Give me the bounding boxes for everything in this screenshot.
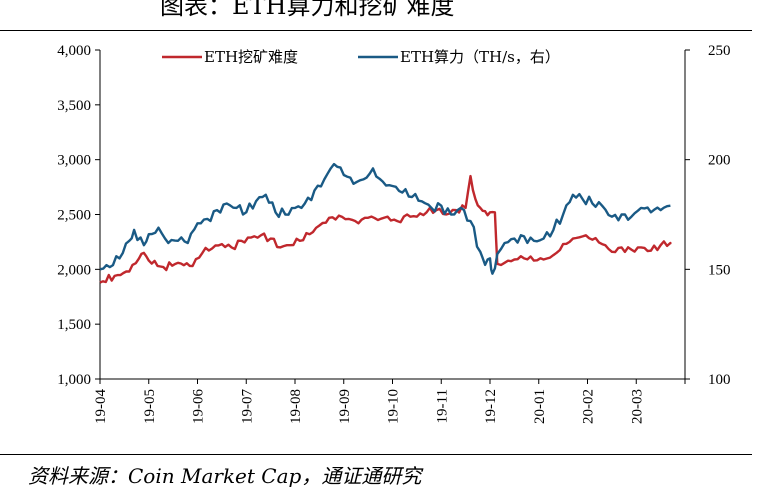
left-tick-label: 2,000 <box>57 262 91 278</box>
left-tick-label: 1,500 <box>57 317 91 333</box>
legend-label: ETH算力（TH/s，右） <box>400 48 560 66</box>
eth-hashrate-difficulty-chart: 1,000 1,500 2,000 2,500 3,000 3,500 4,000 100 15… <box>57 43 730 424</box>
left-tick-label: 4,000 <box>57 43 91 59</box>
top-rule <box>0 30 752 31</box>
x-tick-label: 19-07 <box>239 389 255 424</box>
right-tick-label: 150 <box>708 262 731 278</box>
x-tick-label: 20-01 <box>532 389 548 424</box>
x-tick-label: 19-08 <box>288 389 304 424</box>
x-tick-label: 19-10 <box>386 389 402 424</box>
x-tick-label: 19-12 <box>483 389 499 424</box>
x-tick-label: 19-04 <box>93 389 109 424</box>
x-tick-label: 19-05 <box>142 389 158 424</box>
source-note: 资料来源：Coin Market Cap，通证通研究 <box>28 464 422 488</box>
x-tick-label: 19-06 <box>191 389 207 424</box>
legend: ETH挖矿难度 ETH算力（TH/s，右） <box>162 48 560 66</box>
bottom-rule <box>0 454 752 455</box>
series-line-hashrate <box>99 162 671 275</box>
x-tick-label: 20-02 <box>581 389 597 424</box>
series-layer <box>99 162 672 284</box>
right-tick-label: 100 <box>708 372 731 388</box>
left-tick-label: 1,000 <box>57 372 91 388</box>
chart-title-fragment: 图表：ETH算力和挖矿难度 <box>160 0 455 20</box>
left-tick-label: 3,500 <box>57 98 91 114</box>
x-tick-label: 20-03 <box>629 389 645 424</box>
x-tick-label: 19-11 <box>434 389 450 423</box>
legend-label: ETH挖矿难度 <box>204 48 298 66</box>
right-tick-label: 200 <box>708 153 731 169</box>
right-tick-label: 250 <box>708 43 731 59</box>
left-tick-label: 3,000 <box>57 153 91 169</box>
series-line-difficulty <box>99 174 672 284</box>
axes: 1,000 1,500 2,000 2,500 3,000 3,500 4,000 100 15… <box>57 43 730 424</box>
x-tick-label: 19-09 <box>337 389 353 424</box>
left-tick-label: 2,500 <box>57 208 91 224</box>
